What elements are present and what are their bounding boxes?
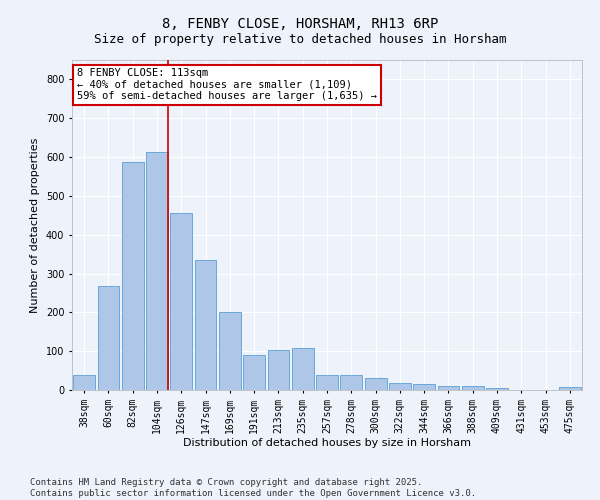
Bar [413,384,435,390]
Bar [146,152,168,390]
Bar [462,386,484,390]
Bar [97,286,119,390]
Text: 8, FENBY CLOSE, HORSHAM, RH13 6RP: 8, FENBY CLOSE, HORSHAM, RH13 6RP [162,18,438,32]
Bar [243,354,265,390]
Bar [437,386,460,390]
Bar [170,213,192,390]
Bar [268,350,289,390]
Text: Size of property relative to detached houses in Horsham: Size of property relative to detached ho… [94,32,506,46]
Bar [365,378,386,390]
Text: Contains HM Land Registry data © Crown copyright and database right 2025.
Contai: Contains HM Land Registry data © Crown c… [30,478,476,498]
Bar [122,162,143,390]
Bar [389,383,411,390]
Bar [316,375,338,390]
Y-axis label: Number of detached properties: Number of detached properties [31,138,40,312]
Bar [194,260,217,390]
Bar [73,375,95,390]
Text: 8 FENBY CLOSE: 113sqm
← 40% of detached houses are smaller (1,109)
59% of semi-d: 8 FENBY CLOSE: 113sqm ← 40% of detached … [77,68,377,102]
X-axis label: Distribution of detached houses by size in Horsham: Distribution of detached houses by size … [183,438,471,448]
Bar [559,388,581,390]
Bar [292,348,314,390]
Bar [486,388,508,390]
Bar [219,312,241,390]
Bar [340,375,362,390]
